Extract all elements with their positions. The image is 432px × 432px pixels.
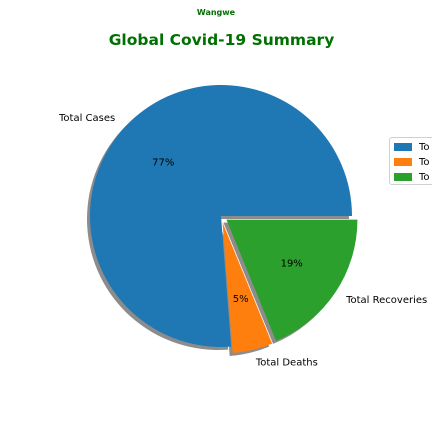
- legend-item-3: To: [394, 170, 430, 184]
- chart-title: Global Covid-19 Summary: [108, 31, 335, 49]
- legend-label-1: To: [419, 141, 430, 153]
- pie-slice-total-recoveries: [226, 219, 358, 341]
- slice-label-3: Total Recoveries: [345, 295, 427, 306]
- legend-item-1: To: [394, 140, 430, 154]
- chart-legend: To To To: [389, 137, 432, 185]
- slice-label-1: Total Cases: [58, 113, 115, 124]
- pie-slice-total-deaths: [222, 222, 273, 353]
- legend-item-2: To: [394, 155, 430, 169]
- legend-swatch-2: [394, 158, 412, 166]
- slice-label-2: Total Deaths: [255, 358, 318, 369]
- legend-label-3: To: [419, 171, 430, 183]
- pie-slice-total-cases: [89, 85, 352, 348]
- legend-label-2: To: [419, 156, 430, 168]
- slice-pct-label-3: 19%: [281, 258, 303, 269]
- legend-swatch-1: [394, 143, 412, 151]
- legend-swatch-3: [394, 173, 412, 181]
- figure-suptitle: Wangwe: [196, 8, 236, 17]
- slice-pct-label-1: 77%: [152, 158, 174, 169]
- slice-pct-label-2: 5%: [233, 294, 249, 305]
